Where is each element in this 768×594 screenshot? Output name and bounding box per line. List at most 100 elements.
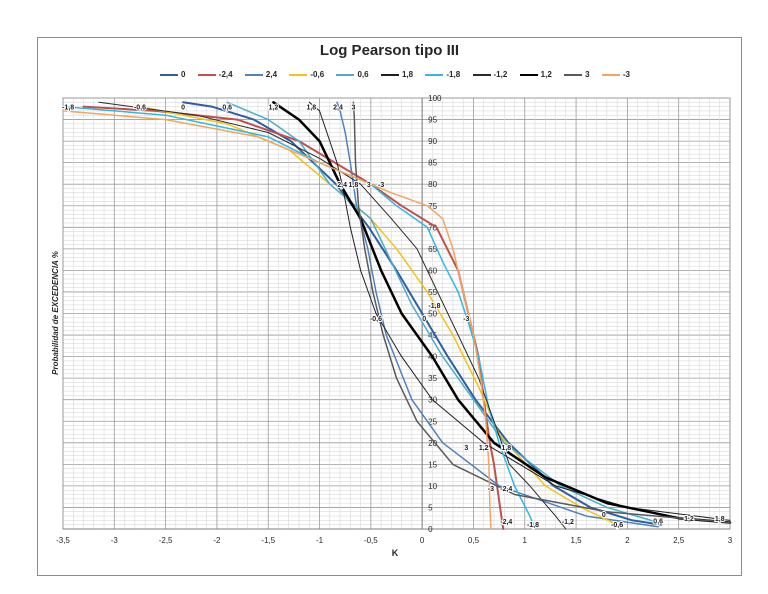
y-tick-label: 5 (428, 503, 433, 512)
curve-label: 1,2 (268, 105, 278, 112)
curve-label: 0,6 (653, 518, 663, 525)
y-tick-label: 100 (428, 94, 442, 103)
series-line (272, 101, 732, 524)
series-line (182, 101, 663, 526)
annotation-layer: -1,8 -0,6 0 0,6 1,2 1,8 2,4 3 2,4 1,8 3 -3 -1,8 0 -3 -0… (61, 104, 726, 530)
axis-layer: -3,5 -3 -2,5 -2 -1,5 -1 -0,5 0 0,5 1 1,5 2 2,5 3 0 5 10 1… (56, 94, 733, 545)
x-tick-label: 0 (420, 536, 425, 545)
legend-item: 2,4 (244, 70, 278, 79)
curve-label: -0,6 (611, 522, 623, 529)
legend-item: -0,6 (289, 70, 324, 79)
x-tick-label: -2,5 (159, 536, 173, 545)
y-tick-label: 10 (428, 482, 437, 491)
curve-label: 0 (422, 316, 426, 323)
legend-label: 1,8 (401, 70, 414, 79)
legend-label: -3 (622, 70, 630, 79)
curve-label: -1,8 (62, 105, 74, 112)
curve-label: -1,8 (527, 522, 539, 529)
grid-layer (62, 97, 731, 530)
y-tick-label: 15 (428, 460, 437, 469)
y-tick-label: 35 (428, 374, 437, 383)
x-tick-label: 1 (523, 536, 528, 545)
y-axis-label: Probabilidad de EXCEDENCIA % (51, 251, 60, 375)
legend-swatch (197, 73, 216, 76)
legend-item: 1,8 (380, 70, 414, 79)
curve-label: 1,2 (684, 516, 694, 523)
series-line (62, 105, 536, 530)
legend-item: 0 (160, 70, 185, 79)
legend-item: -1,8 (425, 70, 460, 79)
y-tick-label: 85 (428, 159, 437, 168)
curve-label: -2,4 (500, 486, 512, 493)
x-tick-label: -0,5 (364, 536, 378, 545)
series-layer (62, 101, 732, 530)
curve-label: 0 (181, 105, 185, 112)
legend-item: -2,4 (197, 70, 233, 79)
y-tick-label: 0 (428, 525, 433, 534)
curve-label: 2,4 (333, 105, 343, 112)
x-tick-label: -2 (213, 536, 221, 545)
legend-label: 2,4 (265, 70, 278, 79)
legend-label: 0,6 (357, 70, 369, 79)
curve-label: -3 (463, 316, 469, 323)
y-tick-label: 20 (428, 439, 437, 448)
x-tick-label: 0,5 (468, 536, 480, 545)
legend-label: 3 (585, 70, 590, 79)
series-line (308, 101, 731, 521)
y-tick-label: 25 (428, 417, 437, 426)
x-tick-label: -3,5 (56, 536, 70, 545)
curve-label: 0,6 (222, 105, 232, 112)
curve-label: -2,4 (500, 519, 512, 526)
curve-label: -1,2 (562, 519, 574, 526)
y-tick-label: 95 (428, 116, 437, 125)
legend-swatch (160, 73, 178, 76)
legend-label: -1,2 (493, 70, 508, 79)
curve-label: -3 (378, 182, 384, 189)
y-tick-label: 90 (428, 137, 437, 146)
legend-item: 1,2 (519, 70, 552, 79)
x-tick-label: -1,5 (261, 536, 275, 545)
legend-swatch (564, 73, 583, 76)
legend-swatch (601, 73, 620, 76)
series-line (62, 110, 492, 530)
curve-label: 3 (367, 182, 371, 189)
curve-label: 0 (602, 512, 606, 519)
curve-label: 1,8 (306, 105, 316, 112)
curve-label: 3 (351, 105, 355, 112)
legend-swatch (519, 73, 538, 76)
x-tick-label: 2 (625, 536, 630, 545)
legend-swatch (380, 73, 399, 76)
y-tick-label: 50 (428, 310, 437, 319)
legend-swatch (244, 73, 263, 76)
curve-label: 2,4 (337, 182, 347, 189)
legend-label: 0 (181, 70, 186, 79)
series-line (352, 101, 731, 524)
series-line (98, 101, 567, 530)
legend-swatch (425, 73, 444, 76)
y-tick-label: 45 (428, 331, 437, 340)
legend-item: 3 (564, 70, 590, 79)
y-tick-label: 55 (428, 288, 437, 297)
series-line (226, 101, 659, 524)
x-tick-label: -3 (111, 536, 119, 545)
curve-label: 1,2 (479, 445, 489, 452)
legend-item: 0,6 (336, 70, 369, 79)
legend-item: -1,2 (472, 70, 508, 79)
chart-title: Log Pearson tipo III (319, 42, 460, 59)
curve-label: -3 (488, 486, 494, 493)
y-tick-label: 70 (428, 223, 437, 232)
y-tick-label: 75 (428, 202, 437, 211)
curve-label: 1,8 (715, 516, 725, 523)
curve-label: 3 (464, 445, 468, 452)
y-tick-label: 60 (428, 266, 437, 275)
legend-swatch (289, 73, 308, 76)
legend-label: 1,2 (540, 70, 552, 79)
curve-label: -0,6 (134, 105, 146, 112)
legend-label: -1,8 (446, 70, 461, 79)
x-axis-label: K (392, 548, 399, 558)
chart-legend: 0 -2,4 2,4 -0,6 0,6 1,8 -1,8 -1,2 1,2 3 -3 (160, 70, 630, 79)
y-tick-label: 80 (428, 180, 437, 189)
legend-label: -0,6 (310, 70, 325, 79)
legend-label: -2,4 (218, 70, 233, 79)
